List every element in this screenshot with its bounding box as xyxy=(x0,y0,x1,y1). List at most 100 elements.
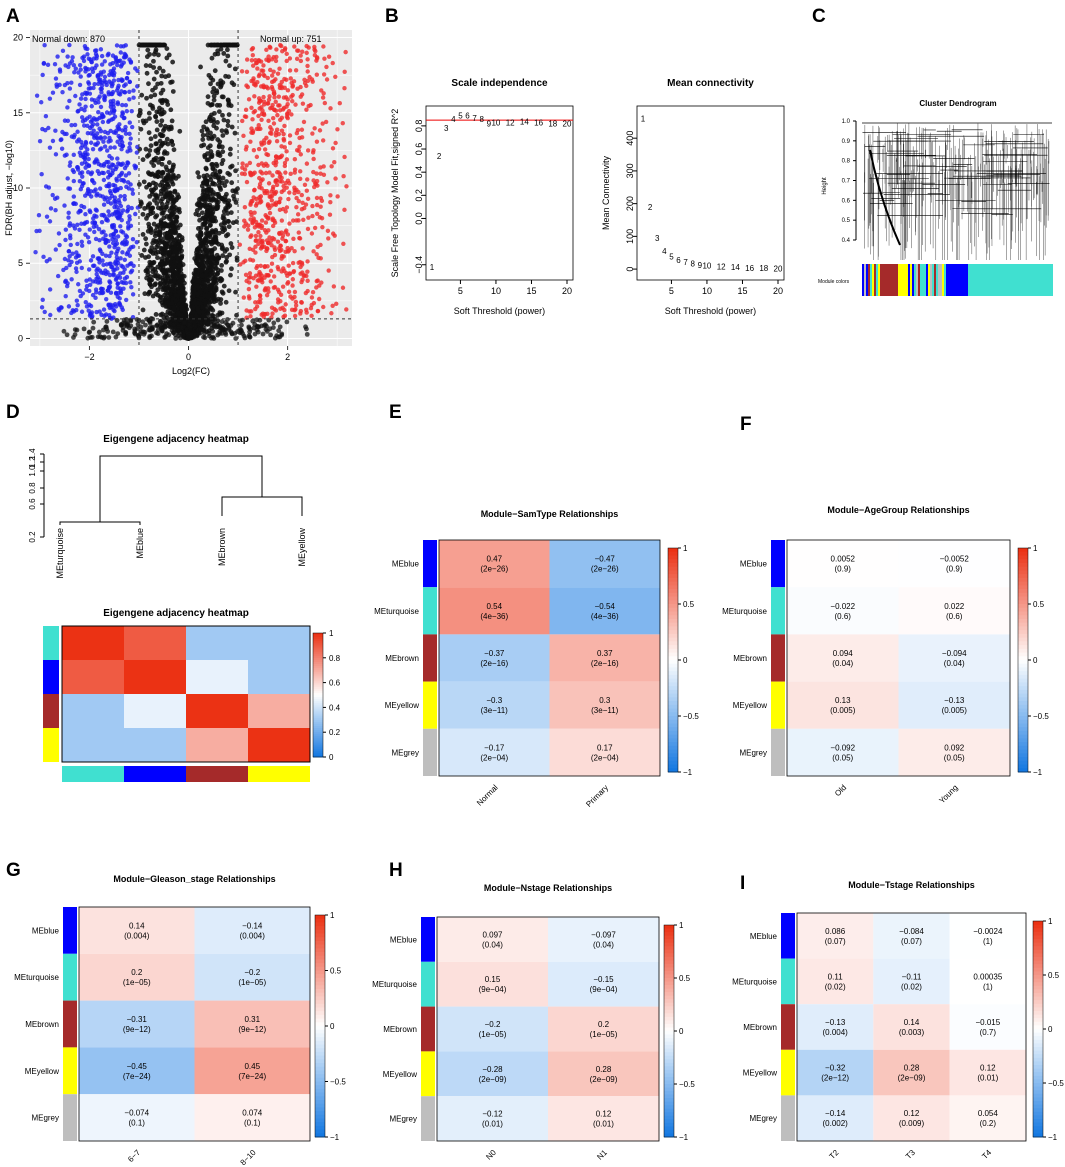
point-up xyxy=(259,117,264,123)
row-color-yellow xyxy=(43,728,59,762)
point-ns xyxy=(144,153,150,159)
legend-gradient xyxy=(313,752,323,756)
point-ns xyxy=(158,191,164,197)
point-ns xyxy=(144,42,150,48)
point-up xyxy=(268,45,273,50)
point-down xyxy=(65,176,70,181)
point-ns xyxy=(230,320,236,326)
point-down xyxy=(127,131,132,137)
point-up xyxy=(246,286,252,292)
point-down xyxy=(52,62,58,67)
point-ns xyxy=(203,300,208,306)
point-ns xyxy=(150,180,156,186)
point-down xyxy=(89,177,95,183)
point-down xyxy=(66,215,71,220)
point-ns xyxy=(153,281,158,287)
point-ns xyxy=(191,277,197,283)
point-down xyxy=(127,247,132,252)
point-ns xyxy=(155,331,161,336)
x-axis-label: Soft Threshold (power) xyxy=(665,306,756,316)
point-down xyxy=(47,257,52,262)
legend-gradient xyxy=(313,713,323,717)
point-down xyxy=(103,80,108,85)
point-up xyxy=(264,246,270,251)
legend-gradient xyxy=(668,622,678,627)
point-down xyxy=(118,194,123,199)
branch xyxy=(99,455,263,522)
point-up xyxy=(267,67,273,73)
point-ns xyxy=(87,329,93,335)
point-down xyxy=(69,277,74,282)
points xyxy=(33,42,349,341)
point-ns xyxy=(224,254,230,260)
point-up xyxy=(328,106,333,111)
heatmap-cell xyxy=(62,626,124,660)
point-down xyxy=(66,249,72,254)
legend-frame xyxy=(312,632,324,758)
point-down xyxy=(67,163,72,168)
point-down xyxy=(134,239,139,245)
point-up xyxy=(319,216,325,221)
point-down xyxy=(102,59,107,64)
point-ns xyxy=(168,107,174,113)
point-down xyxy=(81,54,87,59)
point-up xyxy=(342,154,347,160)
heatmap-cell xyxy=(549,634,660,682)
power-point: 14 xyxy=(520,117,529,126)
point-ns xyxy=(199,273,205,279)
point-up xyxy=(311,148,316,153)
point-up xyxy=(335,127,340,132)
point-down xyxy=(47,145,53,150)
point-down xyxy=(90,292,96,298)
legend-gradient xyxy=(313,707,323,710)
col-color-turquoise xyxy=(62,766,124,782)
point-ns xyxy=(170,59,176,65)
cell-pvalue: (2e−26) xyxy=(480,565,508,574)
point-down xyxy=(124,274,130,280)
point-down xyxy=(74,250,79,255)
point-up xyxy=(296,230,301,235)
point-ns xyxy=(162,301,168,306)
x-tick-label: 10 xyxy=(491,286,501,296)
point-up xyxy=(261,163,267,168)
point-up xyxy=(328,199,333,205)
point-ns xyxy=(228,103,234,109)
point-ns xyxy=(203,263,209,269)
point-down xyxy=(115,62,120,68)
point-up xyxy=(269,243,274,248)
point-down xyxy=(105,52,110,58)
row-color-blue xyxy=(423,540,437,588)
point-ns xyxy=(164,46,170,51)
cell-pvalue: (2e−16) xyxy=(591,659,619,668)
legend-gradient xyxy=(313,682,323,686)
y-tick-label: 400 xyxy=(625,131,635,146)
point-down xyxy=(83,300,88,305)
heatmap-cell xyxy=(186,694,248,728)
module-color-segment xyxy=(876,264,878,296)
point-ns xyxy=(181,273,187,279)
point-up xyxy=(269,261,275,266)
point-down xyxy=(62,82,68,88)
point-down xyxy=(92,220,97,225)
legend-tick-label: 0 xyxy=(329,753,334,762)
point-ns xyxy=(180,288,185,294)
point-down xyxy=(122,165,128,171)
point-down xyxy=(108,69,113,74)
point-up xyxy=(281,314,286,319)
point-up xyxy=(243,107,249,113)
point-ns xyxy=(155,287,161,293)
heatmap-cell xyxy=(439,728,550,776)
point-ns xyxy=(209,318,215,324)
point-down xyxy=(116,161,121,166)
point-down xyxy=(108,290,114,295)
point-down xyxy=(77,171,83,176)
point-up xyxy=(292,44,297,49)
y-tick-label: 200 xyxy=(625,196,635,211)
point-down xyxy=(47,96,53,101)
heatmap-cell xyxy=(549,728,660,776)
point-up xyxy=(243,258,248,264)
point-ns xyxy=(101,335,107,341)
point-ns xyxy=(199,128,205,134)
point-up xyxy=(259,225,264,231)
point-ns xyxy=(153,114,159,120)
